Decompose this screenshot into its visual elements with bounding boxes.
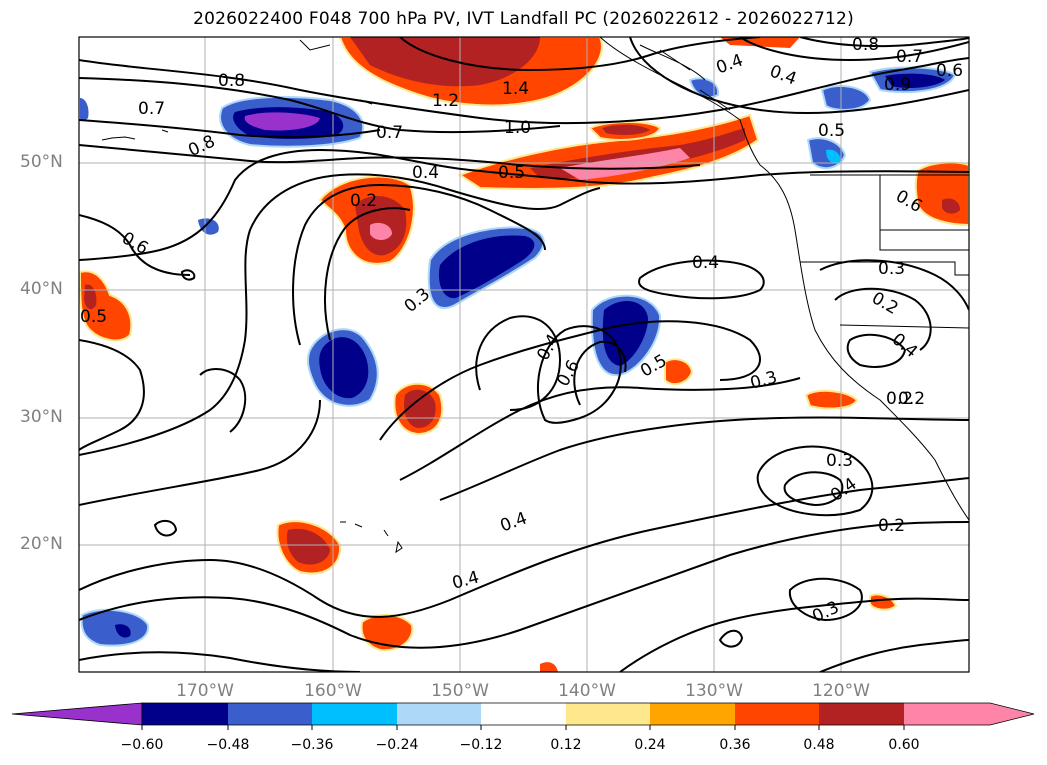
- contour-label: 0.7: [896, 47, 923, 67]
- contour-label: 0.3: [826, 451, 853, 471]
- contour-label: 0.3: [878, 259, 905, 279]
- contour-label: 0.8: [218, 71, 245, 91]
- lon-label: 120°W: [812, 681, 870, 701]
- colorbar-segment: [481, 703, 566, 725]
- plot-title: 2026022400 F048 700 hPa PV, IVT Landfall…: [193, 9, 854, 29]
- pv-contours: [79, 37, 969, 672]
- contour-label: 0.5: [498, 163, 525, 183]
- lon-label: 140°W: [558, 681, 616, 701]
- lat-label: 40°N: [20, 279, 63, 299]
- lon-label: 150°W: [431, 681, 489, 701]
- colorbar-segment: [566, 703, 650, 725]
- colorbar-segment: [312, 703, 397, 725]
- lat-label: 50°N: [20, 152, 63, 172]
- contour-label: 0.6: [936, 61, 963, 81]
- lat-label: 30°N: [20, 407, 63, 427]
- pv-shading: [79, 37, 969, 672]
- colorbar-tick-label: 0.12: [550, 737, 582, 753]
- contour-label: 0.4: [692, 253, 719, 273]
- colorbar-tick-label: −0.36: [290, 737, 334, 753]
- colorbar-tick-label: −0.24: [375, 737, 419, 753]
- colorbar-segment: [228, 703, 312, 725]
- coastlines: [101, 37, 969, 554]
- contour-label: 0.2: [878, 516, 905, 536]
- contour-label: 0.8: [852, 35, 879, 55]
- colorbar-tick-label: 0.60: [888, 737, 920, 753]
- contour-label: 0.2: [886, 389, 913, 409]
- map-frame: [78, 36, 970, 673]
- colorbar-tick-label: 0.24: [634, 737, 666, 753]
- colorbar-segment: [735, 703, 819, 725]
- colorbar-segment: [819, 703, 904, 725]
- contour-label: 0.7: [138, 99, 165, 119]
- contour-label: 0.9: [884, 75, 911, 95]
- contour-label: 0.5: [80, 307, 107, 327]
- contour-label: 0.4: [412, 163, 439, 183]
- colorbar-tick-label: 0.36: [719, 737, 751, 753]
- contour-label: 0.2: [350, 191, 377, 211]
- colorbar-tick-label: −0.48: [206, 737, 250, 753]
- colorbar-tick-label: −0.12: [459, 737, 503, 753]
- lon-label: 130°W: [685, 681, 743, 701]
- gridlines: [79, 37, 969, 672]
- colorbar-extend-min: [11, 702, 143, 726]
- contour-label: 1.4: [502, 79, 529, 99]
- lat-label: 20°N: [20, 534, 63, 554]
- contour-label: 0.7: [376, 123, 403, 143]
- colorbar-outline: [141, 702, 1035, 726]
- contour-label: 1.0: [504, 118, 531, 138]
- colorbar-segment: [650, 703, 735, 725]
- colorbar-tick-label: −0.60: [120, 737, 164, 753]
- colorbar-segment: [397, 703, 481, 725]
- colorbar: [11, 702, 1035, 730]
- contour-label: 0.5: [818, 121, 845, 141]
- colorbar-extend-max: [904, 703, 1034, 725]
- lon-label: 160°W: [304, 681, 362, 701]
- colorbar-tick-label: 0.48: [803, 737, 835, 753]
- contour-label: 1.2: [432, 91, 459, 111]
- colorbar-segment: [142, 703, 228, 725]
- contour-label: 0.2: [898, 389, 925, 409]
- lon-label: 170°W: [176, 681, 234, 701]
